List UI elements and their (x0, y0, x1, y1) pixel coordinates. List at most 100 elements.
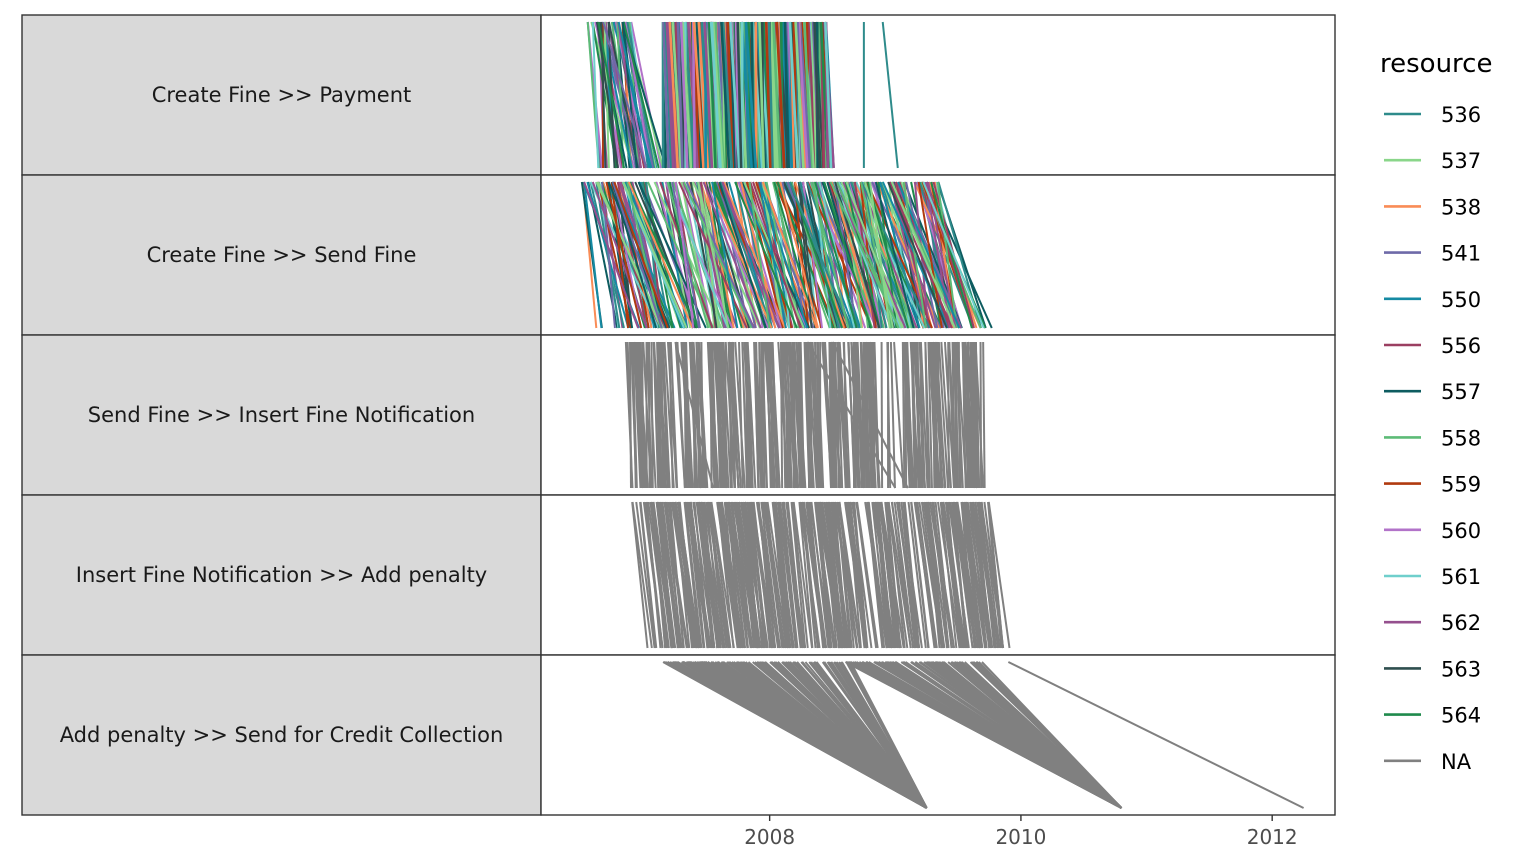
trace-line (610, 181, 630, 329)
trace-line (815, 501, 835, 649)
legend-item: 561 (1384, 565, 1481, 589)
trace-line (971, 341, 975, 489)
trace-line (779, 341, 784, 489)
trace-line (937, 341, 949, 489)
trace-line (863, 341, 866, 489)
trace-line (761, 181, 818, 329)
trace-line (627, 181, 694, 329)
trace-line (910, 341, 916, 489)
trace-line (647, 501, 669, 649)
trace-line (626, 181, 662, 329)
trace-line (902, 501, 919, 649)
x-tick-label: 2008 (744, 825, 795, 849)
trace-line (583, 181, 640, 329)
legend-item: 563 (1384, 657, 1481, 681)
trace-line (847, 661, 928, 809)
trace-line (749, 501, 767, 649)
trace-line (622, 21, 660, 169)
facet-panel-2 (540, 174, 1336, 336)
legend-item: 564 (1384, 704, 1481, 728)
trace-line (831, 501, 847, 649)
facet-strip-5 (21, 654, 542, 816)
trace-line (718, 181, 768, 329)
trace-line (848, 501, 868, 649)
legend-label: 557 (1441, 380, 1481, 404)
trace-line (902, 341, 911, 489)
trace-line (681, 181, 713, 329)
legend-label: 550 (1441, 288, 1481, 312)
trace-line (906, 341, 914, 489)
trace-line (961, 501, 983, 649)
trace-line (668, 21, 680, 169)
trace-line (924, 341, 930, 489)
trace-line (831, 341, 835, 489)
trace-line (719, 501, 740, 649)
trace-line (770, 341, 781, 489)
trace-line (846, 501, 866, 649)
trace-line (808, 501, 826, 649)
trace-line (797, 21, 809, 169)
trace-line (697, 181, 720, 329)
trace-line (720, 21, 731, 169)
trace-line (685, 501, 710, 649)
trace-line (777, 501, 797, 649)
trace-line (962, 341, 970, 489)
trace-line (591, 21, 600, 169)
legend-label: 536 (1441, 103, 1481, 127)
trace-line (746, 341, 757, 489)
trace-line (725, 501, 746, 649)
facet-label-3: Send Fine >> Insert Fine Notification (88, 403, 475, 427)
trace-line (679, 21, 689, 169)
trace-line (924, 501, 943, 649)
trace-line (831, 341, 909, 489)
trace-line (660, 341, 670, 489)
trace-line (611, 181, 658, 329)
trace-line (813, 21, 822, 169)
trace-line (775, 181, 800, 329)
trace-line (874, 181, 915, 329)
trace-line (979, 501, 997, 649)
trace-line (821, 501, 838, 649)
trace-line (919, 341, 929, 489)
trace-line (729, 21, 741, 169)
trace-line (639, 501, 658, 649)
trace-line (644, 501, 664, 649)
trace-line (878, 661, 1122, 809)
trace-line (823, 661, 928, 809)
trace-line (737, 501, 760, 649)
trace-line (783, 341, 790, 489)
trace-line (837, 501, 861, 649)
trace-line (971, 501, 991, 649)
trace-line (748, 181, 771, 329)
trace-line (617, 21, 651, 169)
trace-line (948, 341, 958, 489)
trace-line (823, 181, 873, 329)
legend-label: 538 (1441, 195, 1481, 219)
facet-panel-5 (540, 654, 1336, 816)
trace-line (889, 181, 928, 329)
trace-line (951, 501, 968, 649)
trace-line (684, 21, 696, 169)
trace-line (667, 661, 928, 809)
trace-line (700, 341, 705, 489)
facet-panel-4 (540, 494, 1336, 656)
legend-label: 558 (1441, 426, 1481, 450)
trace-line (757, 501, 782, 649)
trace-line (804, 341, 815, 489)
trace-line (954, 501, 977, 649)
trace-line (925, 181, 951, 329)
trace-line (635, 501, 656, 649)
trace-line (706, 501, 730, 649)
facet-panels (540, 14, 1336, 816)
facet-strip-4 (21, 494, 542, 656)
trace-line (779, 181, 819, 329)
trace-line (697, 181, 730, 329)
trace-line (752, 501, 772, 649)
trace-line (836, 501, 853, 649)
trace-line (804, 661, 928, 809)
trace-line (913, 341, 922, 489)
trace-line (689, 661, 928, 809)
legend-item: 557 (1384, 380, 1481, 404)
trace-line (886, 341, 892, 489)
